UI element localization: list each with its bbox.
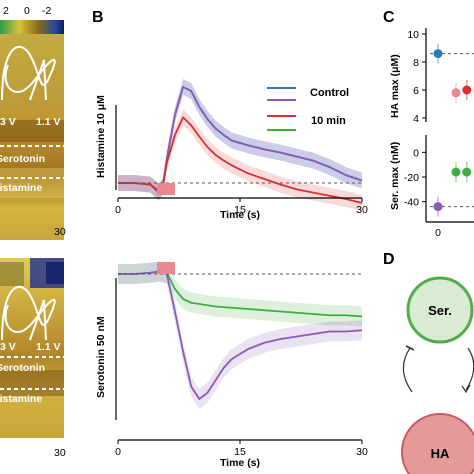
b-top-xtick-label-1: 15 [234,204,246,216]
b-top-band-0 [118,79,362,201]
histamine-label-top: Histamine [0,182,42,194]
node-ser-label: Ser. [428,303,452,318]
c-bot-xtick-label-0: 0 [435,227,441,239]
heatmap-top [0,34,64,240]
c-top-ylabel: HA max (μM) [389,54,401,118]
c-bot-ytick-label-1: -20 [404,172,419,184]
b-bot-band-0 [118,261,362,327]
b-top-ylabel: Histamine 10 μM [95,95,107,178]
c-top-ytick-label-2: 6 [413,85,419,97]
panel-letter-c: C [383,9,395,26]
b-bot-band-1 [118,261,362,409]
legend-label-10min: 10 min [311,115,346,127]
legend-label-control: Control [310,87,349,99]
colorbar-tick-0: 0 [24,5,30,17]
voltage-label-left-top: 3 V [0,116,16,128]
colorbar-tick-2: 2 [3,5,9,17]
c-bot-point-1 [451,167,461,177]
a-bottom-x-end: 30 [54,447,66,459]
b-top-band-1 [118,79,362,201]
diagram-d: Ser. HA [401,276,474,474]
panel-letter-b: B [92,9,104,26]
chart-c-top: HA max (μM) 10 8 6 4 [389,28,474,125]
c-top-point-1 [451,88,461,98]
b-bot-xtick-label-2: 30 [356,446,368,458]
node-ser [406,276,474,344]
b-top-band-2 [118,109,362,211]
voltage-label-right-top: 1.1 V [36,116,61,128]
chart-c-bottom: Ser. max (nM) 0 -20 -40 0 [389,135,474,239]
b-bot-stim-marker [157,262,175,274]
b-bot-xtick-label-0: 0 [115,446,121,458]
b-top-xlabel: Time (s) [220,209,260,221]
b-bot-xtick-label-1: 15 [234,446,246,458]
cv-trace-bottom [1,285,56,341]
panel-a: 2 0 -2 3 V 1.1 V Serotonin Histamine 30 [0,5,66,459]
voltage-label-right-bottom: 1.1 V [36,341,61,353]
b-top-stim-marker [157,183,175,195]
voltage-label-left-bottom: 3 V [0,341,16,353]
panel-letter-d: D [383,251,395,268]
c-top-point-2 [462,85,472,95]
activate-arrow [465,347,474,391]
c-top-point-0 [433,49,443,59]
c-bot-point-0 [433,202,443,212]
c-bot-ytick-label-0: 0 [413,147,419,159]
a-top-x-end: 30 [54,226,66,238]
b-bot-ylabel: Serotonin 50 nM [95,316,107,398]
histamine-label-bottom: Histamine [0,393,42,405]
chart-b-top: 0 15 30 Time (s) Histamine 10 μM Control 1… [95,79,368,221]
b-bot-xlabel: Time (s) [220,457,260,469]
node-ha [401,413,474,474]
colorbar [0,20,64,34]
c-bot-ytick-label-2: -40 [404,197,419,209]
node-ha-label: HA [431,446,450,461]
heatmap-bottom [0,258,64,438]
c-top-ytick-label-3: 4 [413,113,419,125]
serotonin-label-top: Serotonin [0,153,45,165]
serotonin-label-bottom: Serotonin [0,362,45,374]
chart-b-bottom: 0 15 30 Time (s) Serotonin 50 nM [95,261,368,469]
c-bot-ylabel: Ser. max (nM) [389,142,401,210]
b-top-xtick-label-2: 30 [356,204,368,216]
c-top-ytick-label-0: 10 [407,29,419,41]
cv-trace-top [1,45,56,101]
inhibit-arrow [402,347,413,393]
c-top-ytick-label-1: 8 [413,57,419,69]
c-bot-point-2 [462,167,472,177]
colorbar-tick-neg2: -2 [42,5,51,17]
b-top-xtick-label-0: 0 [115,204,121,216]
